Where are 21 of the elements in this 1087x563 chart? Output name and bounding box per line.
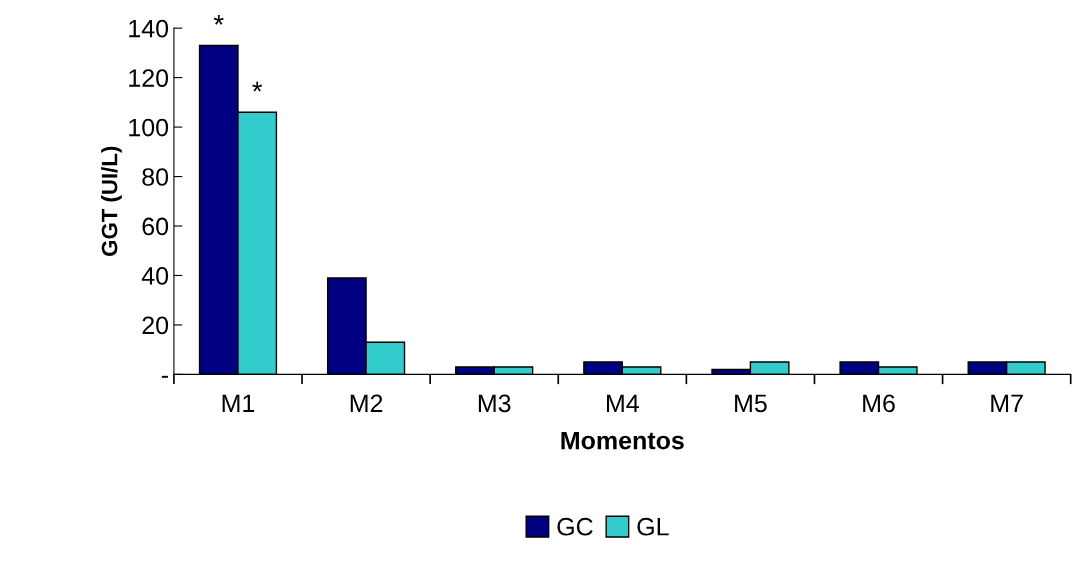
y-tick-label: 140 (129, 19, 169, 38)
y-tick-label: 40 (141, 267, 169, 285)
legend-label: GL (637, 517, 669, 536)
x-tick-label: M4 (606, 394, 639, 412)
x-tick-label: M6 (863, 394, 895, 413)
y-tick-label: 80 (142, 168, 169, 186)
x-axis-title: Momentos (561, 431, 684, 450)
y-tick-label: 120 (129, 69, 169, 87)
y-tick-label: 60 (142, 217, 169, 236)
y-tick-label: 20 (142, 316, 169, 335)
annotation: * (252, 81, 263, 92)
y-axis-title: GGT (UI/L) (101, 146, 122, 256)
annotation: * (213, 15, 224, 25)
y-tick-label: 100 (129, 118, 169, 137)
x-tick-label: M5 (735, 394, 767, 413)
x-tick-label: M1 (222, 394, 255, 412)
legend-label: GC (557, 517, 593, 536)
y-tick-label: - (161, 375, 168, 378)
x-tick-label: M3 (478, 394, 511, 413)
x-tick-label: M2 (350, 394, 383, 412)
x-tick-label: M7 (991, 394, 1023, 412)
